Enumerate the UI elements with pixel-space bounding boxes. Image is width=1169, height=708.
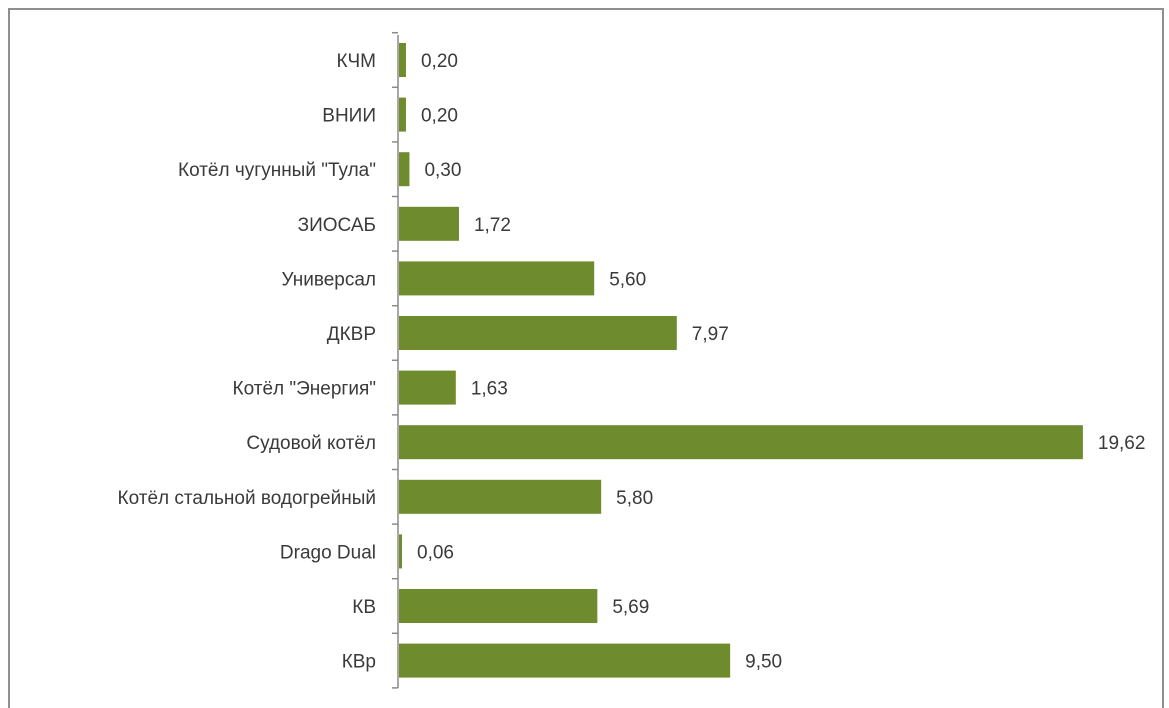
data-label: 19,62: [1098, 433, 1146, 454]
value-labels: 0,20 0,20 0,30 1,72 5,60 7,97 1,63 19,62 5,80 0,0…: [417, 51, 1145, 673]
category-label: ЗИОСАБ: [298, 215, 376, 236]
category-label: КВр: [342, 652, 376, 673]
category-label: ВНИИ: [322, 106, 376, 127]
data-label: 1,72: [474, 215, 511, 236]
bar: [399, 534, 402, 569]
category-label: Котёл стальной водогрейный: [118, 488, 376, 509]
bar: [399, 425, 1083, 460]
category-labels: КЧМ ВНИИ Котёл чугунный "Тула" ЗИОСАБ Универ…: [118, 51, 376, 673]
data-label: 5,80: [616, 488, 653, 509]
chart-frame: [8, 8, 1164, 708]
bar: [399, 370, 456, 405]
data-label: 5,69: [612, 597, 649, 618]
category-label: Универсал: [282, 269, 377, 290]
category-label: Котёл чугунный "Тула": [178, 160, 376, 181]
data-label: 9,50: [745, 652, 782, 673]
category-label: Drago Dual: [280, 542, 376, 563]
bar: [399, 261, 595, 296]
bar: [399, 316, 677, 350]
bar: [399, 43, 406, 77]
data-label: 1,63: [471, 379, 508, 400]
data-label: 5,60: [609, 269, 646, 290]
bar: [399, 589, 598, 623]
bars-layer: [399, 43, 1083, 678]
category-label: ДКВР: [327, 324, 376, 345]
bar: [399, 152, 410, 187]
data-label: 7,97: [692, 324, 729, 345]
category-label: Котёл "Энергия": [233, 379, 376, 400]
category-label: Судовой котёл: [246, 433, 376, 454]
category-label: КВ: [352, 597, 376, 618]
data-label: 0,20: [421, 106, 458, 127]
data-label: 0,20: [421, 51, 458, 72]
data-label: 0,06: [417, 542, 454, 563]
bar: [399, 643, 731, 678]
bar: [399, 97, 406, 132]
bar: [399, 479, 602, 514]
category-axis: [392, 31, 399, 689]
data-label: 0,30: [424, 160, 461, 181]
category-label: КЧМ: [336, 51, 376, 72]
bar: [399, 206, 459, 241]
